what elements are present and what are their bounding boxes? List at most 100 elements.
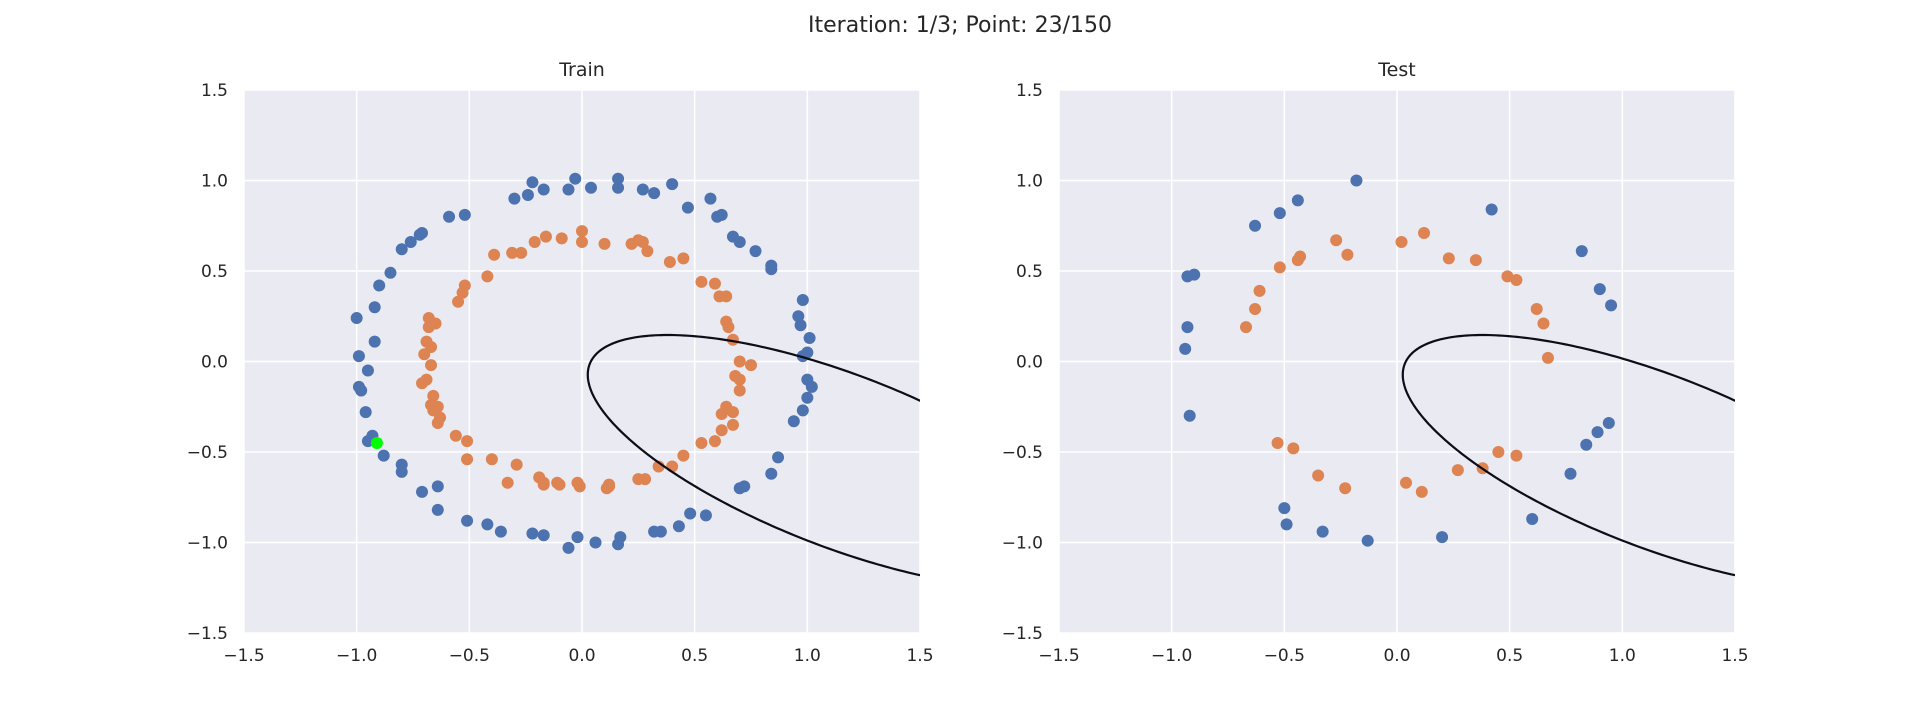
test-y-tick-label: −1.5 [1002,624,1043,644]
train-class-1-point [708,435,721,448]
train-class-0-point [765,467,778,480]
test-class-1-point [1510,449,1523,462]
train-class-1-point [733,373,746,386]
train-class-1-point [715,407,728,420]
train-class-0-point [395,465,408,478]
train-y-tick-label: −1.5 [187,624,228,644]
train-scatter-points [350,172,920,577]
train-x-tick-label: 1.5 [906,646,933,666]
train-tick-labels: −1.5 −1.0 −0.5 0.0 0.5 1.0 1.5 −1.5 −1.0 −0.5 0.0 0… [187,81,934,666]
train-class-0-point [350,312,363,325]
train-y-tick-label: 0.5 [201,262,228,282]
train-class-1-point [677,252,690,265]
test-class-0-point [1361,534,1374,547]
train-class-0-point [431,480,444,493]
train-class-1-point [639,473,652,486]
test-class-0-point [1179,342,1192,355]
test-gridlines [1058,89,1736,634]
train-class-0-point [666,178,679,191]
test-decision-boundary [1401,333,1735,577]
train-class-0-point [711,210,724,223]
test-class-0-point [1485,203,1498,216]
test-class-1-point [1510,274,1523,287]
train-class-0-point [684,507,697,520]
test-class-0-point [1280,518,1293,531]
train-class-1-point [598,237,611,250]
test-class-0-point [1593,283,1606,296]
train-class-0-point [562,183,575,196]
test-class-1-point [1271,436,1284,449]
test-class-1-point [1400,476,1413,489]
test-class-1-point [1273,261,1286,274]
train-class-1-point [427,389,440,402]
train-class-0-point [801,391,814,404]
test-class-1-point [1287,442,1300,455]
train-class-0-point [368,301,381,314]
train-class-0-point [404,236,417,249]
train-class-0-point [526,176,539,189]
train-current-point [370,436,383,449]
train-class-0-point [612,181,625,194]
test-class-1-point [1395,236,1408,249]
test-class-0-point [1605,299,1618,312]
train-class-0-point [699,509,712,522]
test-y-tick-label: 0.5 [1016,262,1043,282]
test-class-0-point [1181,270,1194,283]
test-class-0-point [1183,409,1196,422]
test-class-0-point [1181,321,1194,334]
train-class-0-point [589,536,602,549]
train-class-0-point [585,181,598,194]
train-class-1-point [555,232,568,245]
test-class-0-point [1249,219,1262,232]
train-class-0-point [526,527,539,540]
test-class-1-point [1451,464,1464,477]
train-class-0-point [461,514,474,527]
train-class-1-point [733,384,746,397]
train-title: Train [558,59,605,81]
test-y-tick-label: −0.5 [1002,443,1043,463]
train-y-tick-label: −1.0 [187,534,228,554]
train-class-0-point [537,529,550,542]
train-y-tick-label: 0.0 [201,353,228,373]
train-class-0-point [749,245,762,258]
train-class-1-point [726,418,739,431]
train-gridlines [243,89,921,634]
test-class-1-point [1330,234,1343,247]
train-class-1-point [600,482,613,495]
train-class-0-point [361,435,374,448]
train-class-1-point [573,480,586,493]
train-class-1-point [481,270,494,283]
train-class-1-point [551,476,564,489]
train-class-0-point [569,172,582,185]
train-class-0-point [796,404,809,417]
train-class-0-point [648,187,661,200]
train-axes: −1.5 −1.0 −0.5 0.0 0.5 1.0 1.5 −1.5 −1.0 −0.5 0.0 0… [187,59,934,666]
test-axes: −1.5 −1.0 −0.5 0.0 0.5 1.0 1.5 −1.5 −1.0 −0.5 0.0 0… [1002,59,1749,666]
train-class-1-point [715,424,728,437]
train-y-tick-label: −0.5 [187,443,228,463]
train-class-0-point [443,210,456,223]
train-class-1-point [461,453,474,466]
train-class-1-point [456,286,469,299]
test-class-0-point [1575,245,1588,258]
train-class-1-point [510,458,523,471]
train-class-0-point [772,451,785,464]
train-class-0-point [521,188,534,201]
test-class-1-point [1501,270,1514,283]
train-class-0-point [571,531,584,544]
test-class-1-point [1418,226,1431,239]
test-y-tick-label: 1.0 [1016,172,1043,192]
test-class-0-point [1278,502,1291,515]
test-class-0-point [1580,438,1593,451]
test-x-tick-label: 1.5 [1721,646,1748,666]
train-class-1-point [576,225,588,238]
test-class-1-point [1415,485,1428,498]
train-x-tick-label: 0.5 [681,646,708,666]
train-class-1-point [431,417,444,430]
train-class-0-point [562,541,575,554]
train-class-0-point [704,192,717,205]
test-class-1-point [1339,482,1352,495]
test-class-1-point [1253,284,1266,297]
train-class-0-point [765,263,778,276]
